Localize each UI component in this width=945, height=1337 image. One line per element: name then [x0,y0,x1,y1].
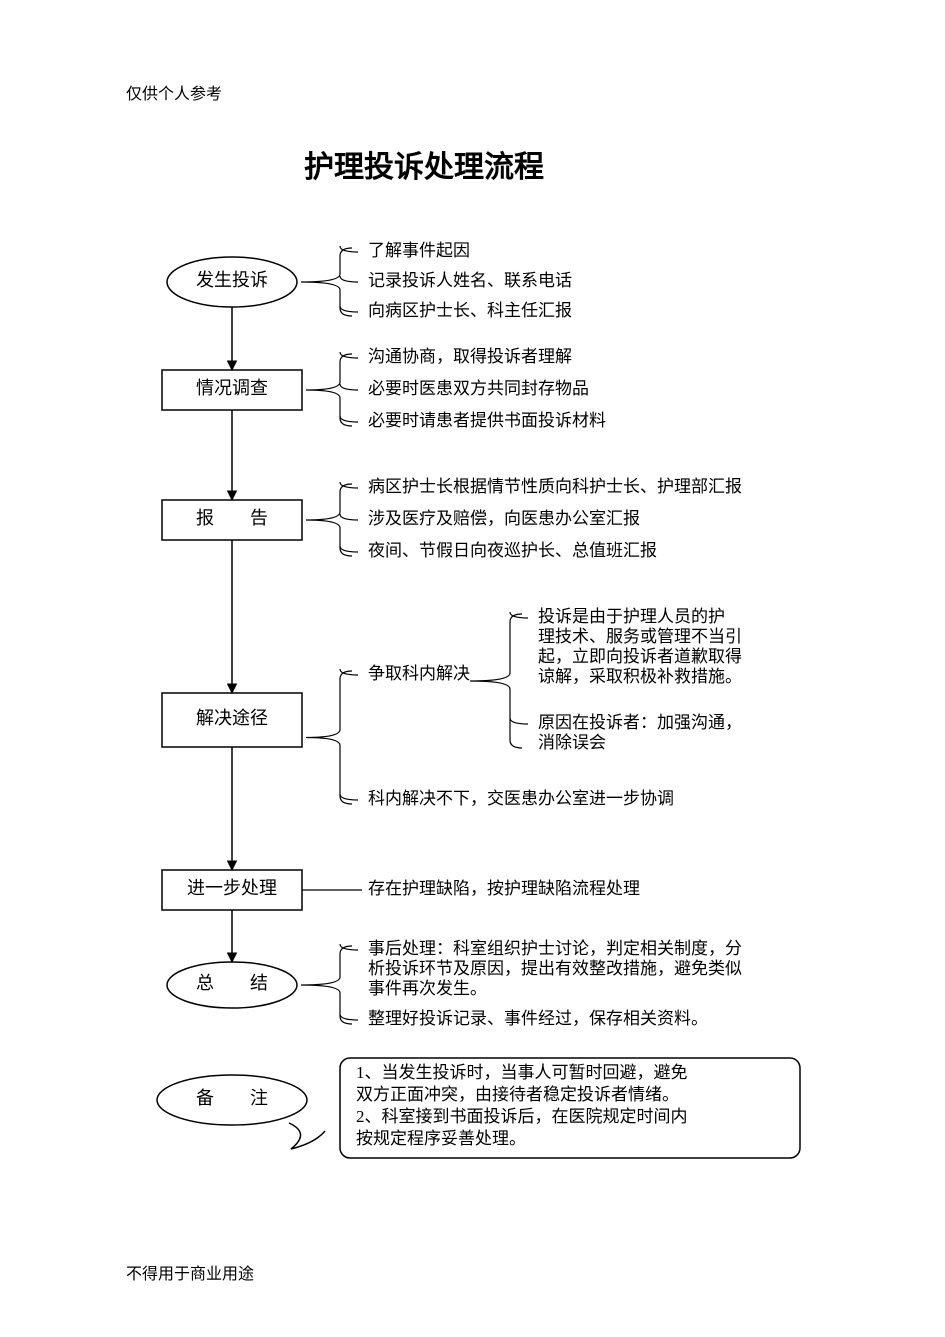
bracket-tick [340,306,358,312]
svg-text:夜间、节假日向夜巡护长、总值班汇报: 夜间、节假日向夜巡护长、总值班汇报 [368,541,657,560]
svg-text:科内解决不下，交医患办公室进一步协调: 科内解决不下，交医患办公室进一步协调 [368,789,674,808]
svg-text:备 注: 备 注 [196,1088,268,1108]
bracket [301,946,352,1024]
flowchart-canvas: 发生投诉情况调查报 告解决途径进一步处理总 结备 注 了解事件起因记录投诉人姓名、… [0,0,945,1337]
bracket-tick [340,1014,358,1020]
svg-text:争取科内解决: 争取科内解决 [368,664,470,683]
svg-text:2、科室接到书面投诉后，在医院规定时间内: 2、科室接到书面投诉后，在医院规定时间内 [356,1107,688,1126]
svg-text:必要时请患者提供书面投诉材料: 必要时请患者提供书面投诉材料 [368,411,606,430]
svg-text:进一步处理: 进一步处理 [187,878,277,898]
bracket-tick [340,482,358,488]
svg-text:双方正面冲突，由接待者稳定投诉者情绪。: 双方正面冲突，由接待者稳定投诉者情绪。 [356,1085,679,1104]
svg-text:病区护士长根据情节性质向科护士长、护理部汇报: 病区护士长根据情节性质向科护士长、护理部汇报 [368,477,742,496]
bracket-tick [340,352,358,358]
bracket [470,614,522,748]
bracket-tick [340,546,358,552]
bracket-tick [340,416,358,422]
bracket [306,354,352,426]
svg-text:按规定程序妥善处理。: 按规定程序妥善处理。 [356,1129,526,1148]
bracket-tick [340,246,358,252]
svg-text:消除误会: 消除误会 [538,733,606,752]
bracket-tick [340,514,358,520]
bracket-tick [340,944,358,950]
svg-text:总 结: 总 结 [196,973,268,993]
bracket [306,484,352,556]
svg-text:报 告: 报 告 [196,508,268,528]
svg-text:沟通协商，取得投诉者理解: 沟通协商，取得投诉者理解 [368,347,572,366]
bracket-tick [340,384,358,390]
svg-text:解决途径: 解决途径 [196,708,268,728]
svg-text:原因在投诉者：加强沟通，: 原因在投诉者：加强沟通， [538,713,742,732]
svg-text:涉及医疗及赔偿，向医患办公室汇报: 涉及医疗及赔偿，向医患办公室汇报 [368,509,640,528]
bracket-tick [340,669,358,675]
svg-text:情况调查: 情况调查 [196,378,268,398]
svg-text:了解事件起因: 了解事件起因 [368,241,470,260]
svg-text:发生投诉: 发生投诉 [196,270,268,290]
svg-text:起，立即向投诉者道歉取得: 起，立即向投诉者道歉取得 [538,647,742,666]
svg-text:理技术、服务或管理不当引: 理技术、服务或管理不当引 [538,627,742,646]
svg-text:整理好投诉记录、事件经过，保存相关资料。: 整理好投诉记录、事件经过，保存相关资料。 [368,1009,708,1028]
bracket-tick [510,718,528,724]
bracket-tick [510,612,528,618]
svg-text:记录投诉人姓名、联系电话: 记录投诉人姓名、联系电话 [368,271,572,290]
bracket-tick [340,794,358,800]
svg-text:投诉是由于护理人员的护: 投诉是由于护理人员的护 [538,607,725,626]
bracket-tick [340,276,358,282]
svg-text:存在护理缺陷，按护理缺陷流程处理: 存在护理缺陷，按护理缺陷流程处理 [368,879,640,898]
svg-text:必要时医患双方共同封存物品: 必要时医患双方共同封存物品 [368,379,589,398]
svg-text:谅解，采取积极补救措施。: 谅解，采取积极补救措施。 [538,667,742,686]
notes-pointer [289,1123,325,1149]
svg-text:事后处理：科室组织护士讨论，判定相关制度，分: 事后处理：科室组织护士讨论，判定相关制度，分 [368,939,742,958]
svg-text:1、当发生投诉时，当事人可暂时回避，避免: 1、当发生投诉时，当事人可暂时回避，避免 [356,1063,688,1082]
svg-text:事件再次发生。: 事件再次发生。 [368,979,487,998]
bracket [301,248,352,316]
svg-text:析投诉环节及原因，提出有效整改措施，避免类似: 析投诉环节及原因，提出有效整改措施，避免类似 [368,959,742,978]
bracket [306,671,352,804]
svg-text:向病区护士长、科主任汇报: 向病区护士长、科主任汇报 [368,301,572,320]
page: 仅供个人参考 护理投诉处理流程 发生投诉情况调查报 告解决途径进一步处理总 结备… [0,0,945,1337]
footer-note: 不得用于商业用途 [126,1260,254,1284]
